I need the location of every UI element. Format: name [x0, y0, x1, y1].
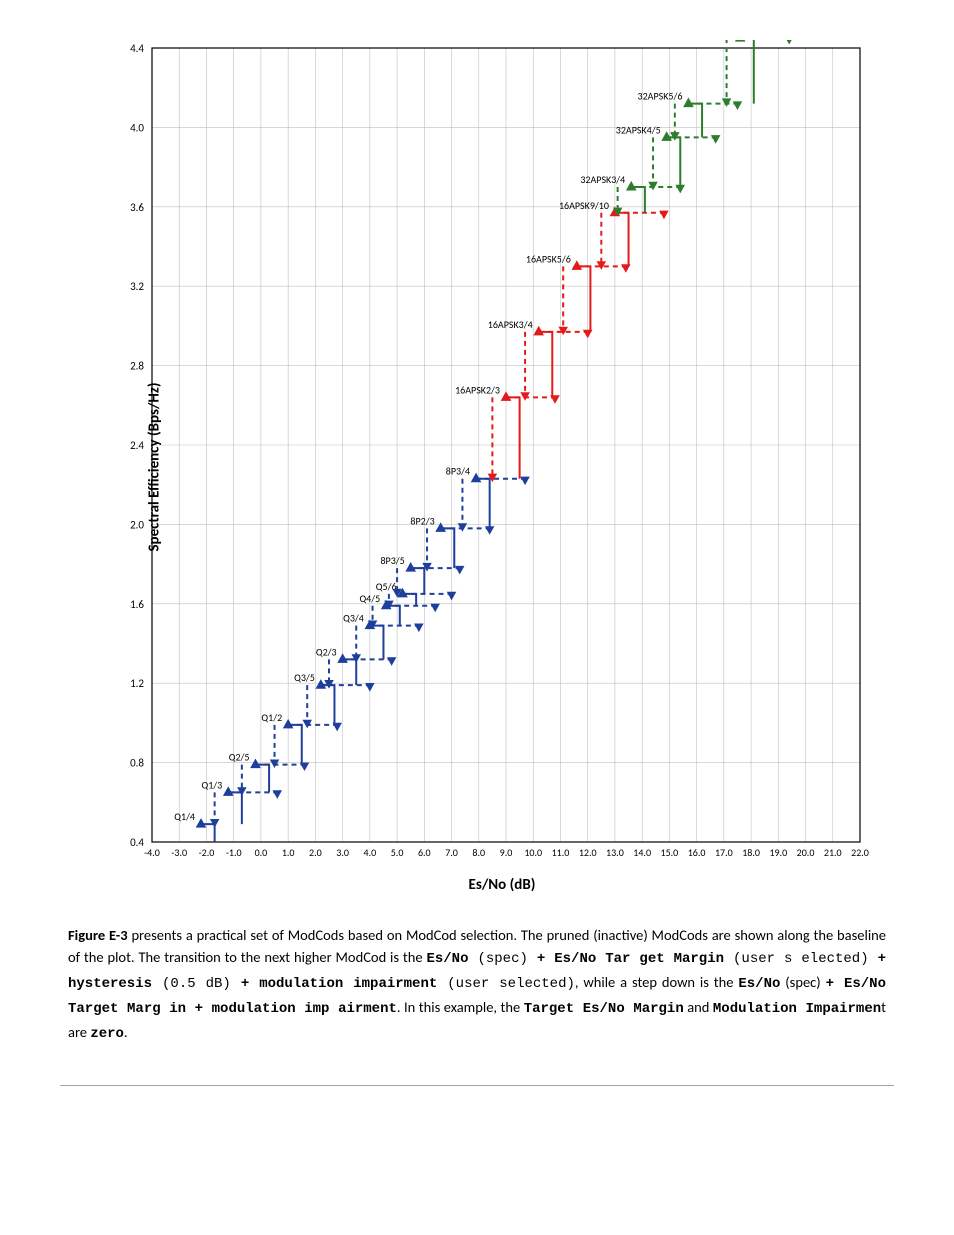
svg-text:1.0: 1.0 — [282, 846, 295, 859]
svg-text:3.2: 3.2 — [130, 280, 144, 293]
x-axis-label: Es/No (dB) — [110, 876, 894, 894]
svg-text:5.0: 5.0 — [391, 846, 404, 859]
svg-text:Q1/2: Q1/2 — [261, 711, 282, 724]
svg-text:18.0: 18.0 — [742, 846, 760, 859]
svg-text:4.0: 4.0 — [130, 121, 144, 134]
caption-text: and — [684, 998, 713, 1016]
svg-text:8P3/4: 8P3/4 — [446, 465, 470, 478]
svg-text:11.0: 11.0 — [552, 846, 570, 859]
caption-mono: Es/No — [426, 951, 468, 967]
svg-text:16APSK9/10: 16APSK9/10 — [559, 199, 609, 212]
svg-text:9.0: 9.0 — [500, 846, 513, 859]
caption-mono: zero — [90, 1026, 124, 1042]
chart-area: Spectral Efficiency (Bps/Hz) -4.0 -3.0 -2.… — [110, 40, 894, 894]
svg-text:1.6: 1.6 — [130, 598, 144, 611]
caption-text: , while a step down is the — [575, 973, 738, 991]
svg-text:19.0: 19.0 — [769, 846, 787, 859]
svg-text:-1.0: -1.0 — [226, 846, 242, 859]
svg-text:32APSK3/4: 32APSK3/4 — [580, 173, 625, 186]
svg-text:Q3/5: Q3/5 — [294, 671, 315, 684]
svg-text:8.0: 8.0 — [472, 846, 485, 859]
svg-text:Q2/5: Q2/5 — [229, 751, 250, 764]
svg-text:Q1/3: Q1/3 — [202, 778, 223, 791]
svg-text:Q3/4: Q3/4 — [343, 612, 364, 625]
svg-text:3.0: 3.0 — [336, 846, 349, 859]
svg-text:6.0: 6.0 — [418, 846, 431, 859]
svg-text:3.6: 3.6 — [130, 201, 144, 214]
svg-text:0.8: 0.8 — [130, 757, 144, 770]
svg-text:17.0: 17.0 — [715, 846, 733, 859]
svg-text:32APSK5/6: 32APSK5/6 — [638, 90, 683, 103]
caption-lead: Figure E-3 — [68, 926, 128, 944]
svg-text:7.0: 7.0 — [445, 846, 458, 859]
svg-text:Q4/5: Q4/5 — [359, 592, 380, 605]
svg-text:-2.0: -2.0 — [199, 846, 215, 859]
caption-mono: (user selected) — [437, 976, 575, 992]
caption-mono: Modulation Impairmen — [713, 1001, 881, 1017]
svg-text:16APSK2/3: 16APSK2/3 — [455, 383, 500, 396]
svg-text:8P2/3: 8P2/3 — [410, 514, 434, 527]
svg-text:1.2: 1.2 — [130, 677, 144, 690]
caption-text: . In this example, the — [397, 998, 524, 1016]
caption-mono: (spec) — [468, 951, 536, 967]
svg-text:21.0: 21.0 — [824, 846, 842, 859]
caption-text: . — [124, 1023, 128, 1041]
svg-text:32APSK4/5: 32APSK4/5 — [616, 123, 661, 136]
svg-text:0.4: 0.4 — [130, 836, 144, 849]
svg-text:0.0: 0.0 — [255, 846, 268, 859]
caption-mono: + modulation impairment — [241, 976, 437, 992]
svg-text:16APSK3/4: 16APSK3/4 — [488, 318, 533, 331]
svg-text:12.0: 12.0 — [579, 846, 597, 859]
svg-text:8P3/5: 8P3/5 — [380, 554, 404, 567]
figure-caption: Figure E-3 presents a practical set of M… — [60, 924, 894, 1045]
chart-svg: -4.0 -3.0 -2.0 -1.0 0.0 1.0 2.0 3.0 4.0 5.0 6.0 7.0… — [110, 40, 870, 870]
svg-text:13.0: 13.0 — [606, 846, 624, 859]
svg-text:14.0: 14.0 — [633, 846, 651, 859]
caption-mono: Es/No — [738, 976, 780, 992]
svg-text:22.0: 22.0 — [851, 846, 869, 859]
svg-text:2.0: 2.0 — [130, 518, 144, 531]
caption-mono: Target Es/No Margin — [524, 1001, 684, 1017]
svg-text:-3.0: -3.0 — [171, 846, 187, 859]
caption-mono: + Es/No Tar get Margin — [537, 951, 724, 967]
svg-text:2.0: 2.0 — [309, 846, 322, 859]
svg-text:16.0: 16.0 — [688, 846, 706, 859]
svg-text:4.4: 4.4 — [130, 42, 144, 55]
y-axis-label: Spectral Efficiency (Bps/Hz) — [146, 382, 164, 551]
svg-text:2.8: 2.8 — [130, 360, 144, 373]
svg-text:Q5/6: Q5/6 — [376, 580, 397, 593]
svg-text:2.4: 2.4 — [130, 439, 144, 452]
caption-text: (spec) — [780, 973, 825, 991]
svg-text:15.0: 15.0 — [661, 846, 679, 859]
svg-text:16APSK5/6: 16APSK5/6 — [526, 252, 571, 265]
svg-text:10.0: 10.0 — [524, 846, 542, 859]
svg-text:20.0: 20.0 — [797, 846, 815, 859]
svg-text:Q1/4: Q1/4 — [174, 810, 195, 823]
caption-mono: (0.5 dB) — [152, 976, 241, 992]
figure-container: Spectral Efficiency (Bps/Hz) -4.0 -3.0 -2.… — [60, 40, 894, 1086]
footer-rule — [60, 1085, 894, 1086]
svg-text:4.0: 4.0 — [364, 846, 377, 859]
svg-text:-4.0: -4.0 — [144, 846, 160, 859]
caption-mono: (user s elected) — [724, 951, 878, 967]
svg-text:Q2/3: Q2/3 — [316, 645, 337, 658]
